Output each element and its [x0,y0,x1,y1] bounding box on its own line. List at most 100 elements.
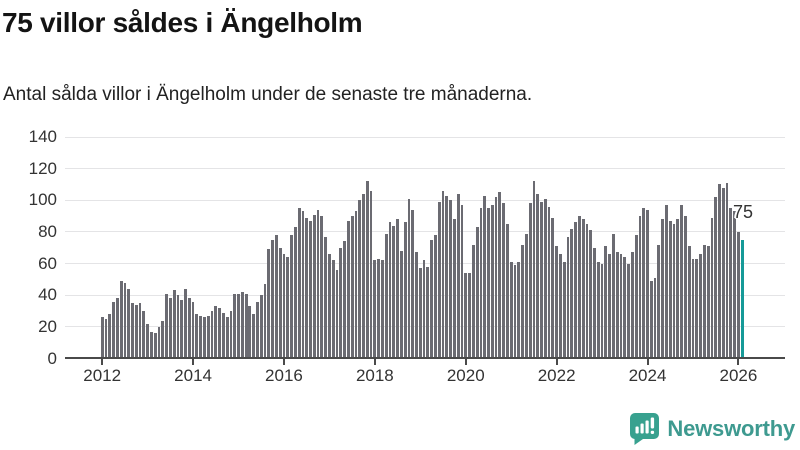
bar [180,299,184,359]
bar [521,244,524,359]
bar [256,301,259,359]
bar [642,208,646,359]
bar [267,249,271,359]
bar [172,290,176,359]
bar [365,181,369,359]
bar [456,193,460,359]
bar [718,184,721,359]
bar [604,246,608,359]
bar [668,220,672,359]
bar [240,292,244,359]
bar [399,250,403,359]
bar [343,241,346,359]
bar [574,222,577,359]
bar [733,211,737,359]
x-axis-label: 2026 [719,366,758,385]
bar [672,224,676,359]
bar [381,260,384,359]
bar [540,201,543,359]
bar [551,217,555,359]
bar [165,293,168,359]
bar [331,260,335,359]
bar [706,246,710,359]
bar [176,295,180,359]
bar [619,254,623,359]
x-axis-tick [555,359,558,365]
bar [483,195,487,359]
bar [127,288,131,359]
bar [316,209,320,359]
bar [305,217,309,359]
bar [290,235,293,359]
bar [150,331,153,359]
bar [683,216,687,359]
bar [676,219,680,359]
x-axis-label: 2012 [83,366,122,385]
bar [221,312,225,359]
bar [449,200,452,359]
bar [494,197,498,359]
bar [695,258,699,359]
bar [434,235,437,359]
newsworthy-logo[interactable]: Newsworthy [630,413,795,445]
bar [168,298,172,359]
bar [187,298,191,359]
bar [596,261,600,359]
y-axis-label: 80 [38,221,57,241]
bar [161,320,165,359]
bar [479,208,483,359]
bar [259,295,263,359]
bar [362,193,365,359]
bar [142,311,146,359]
bar [377,258,381,359]
bar [532,181,536,359]
bar [350,216,354,359]
y-axis-label: 120 [28,158,57,178]
bar [661,219,665,359]
bar [441,190,445,359]
bar [199,315,203,359]
bar [729,208,733,359]
bar [210,311,214,359]
bar [691,258,695,359]
bar [665,205,668,359]
bar [517,261,521,359]
bar [570,228,574,359]
chart-subtitle: Antal sålda villor i Ängelholm under de … [3,84,533,105]
bar [608,254,612,359]
bar [710,217,714,359]
bar [108,314,112,359]
x-axis-tick [646,359,649,365]
chart-title: 75 villor såldes i Ängelholm [2,7,363,38]
bar [509,261,513,359]
bar [339,247,343,359]
x-axis-label: 2020 [446,366,485,385]
bar [146,323,150,359]
bar [699,254,702,359]
bar [475,227,479,359]
bar [653,277,657,359]
bar [468,273,471,359]
bar [248,306,252,359]
bar [396,219,399,359]
bar [384,233,388,359]
bar [312,214,316,359]
bar [566,236,570,359]
y-axis-label: 140 [28,127,57,146]
bar [115,298,119,359]
bar [593,247,596,359]
bar [100,317,104,359]
bar [354,211,358,359]
gridline [65,199,785,201]
x-axis-tick [282,359,285,365]
y-axis-label: 100 [28,190,57,210]
bar [524,233,528,359]
bar [225,317,229,359]
bar [547,206,551,359]
bar [358,200,362,359]
bar [297,208,301,359]
bar [737,231,740,359]
bar [369,190,373,359]
bar [301,211,305,359]
